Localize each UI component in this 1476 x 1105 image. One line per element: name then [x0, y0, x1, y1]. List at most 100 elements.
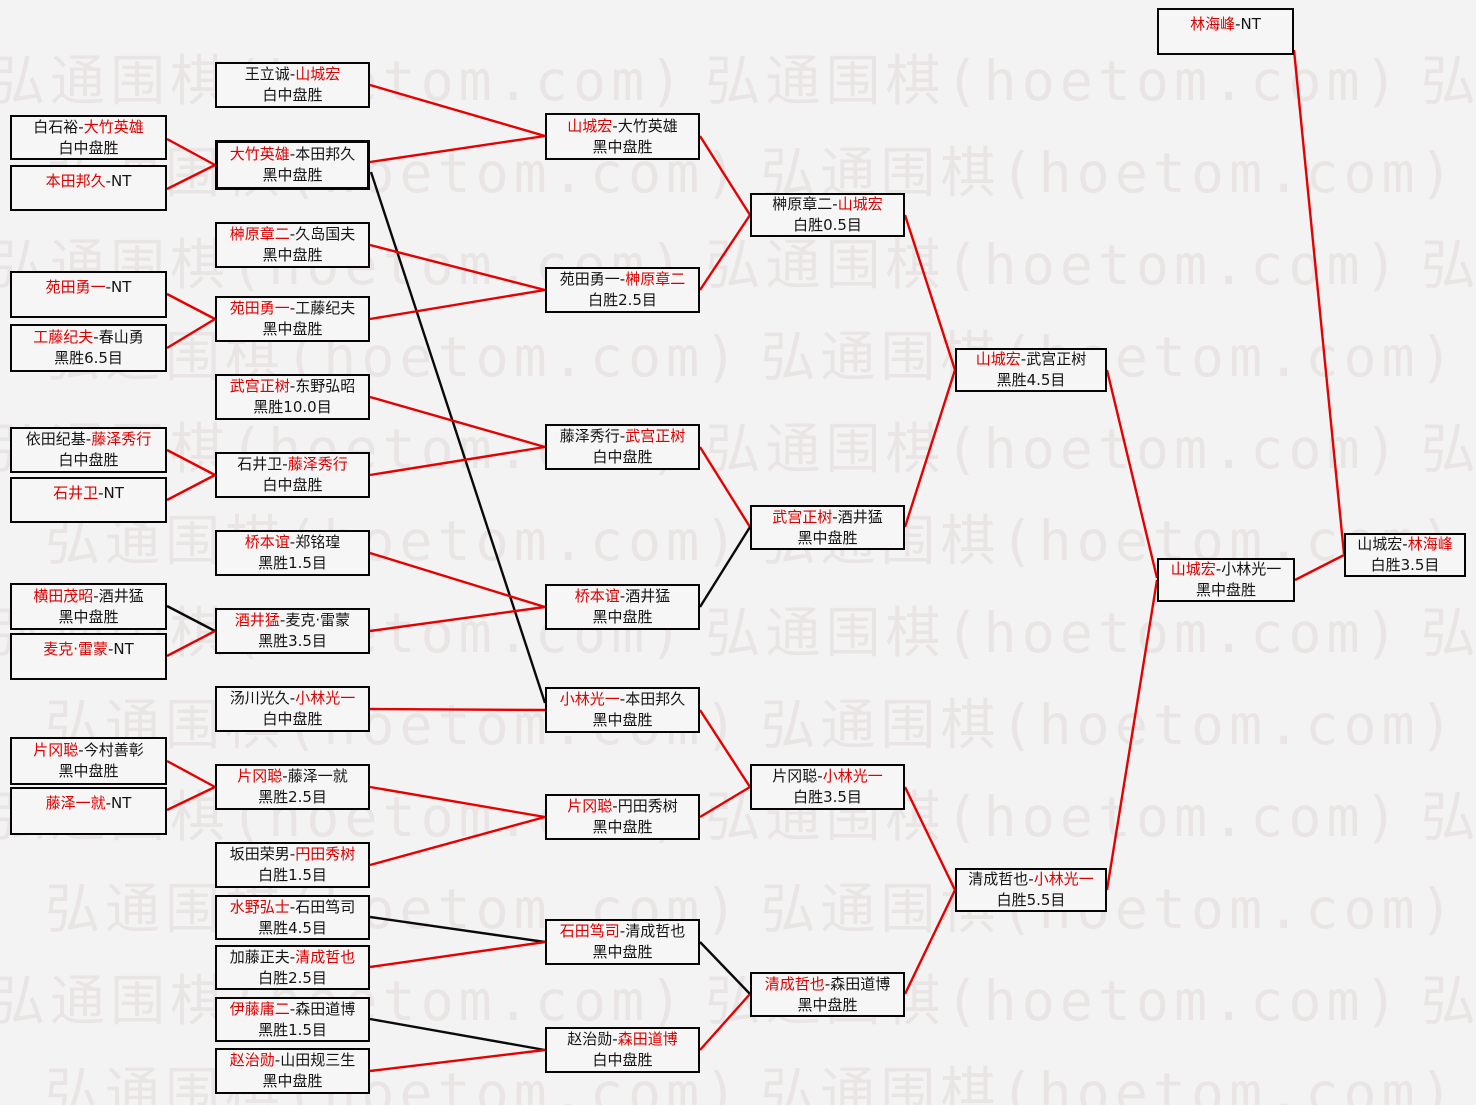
match-players: 石田笃司-清成哲也	[560, 921, 685, 942]
winner-name: 武宫正树	[229, 377, 290, 395]
player-name: -郑铭瑝	[289, 533, 341, 551]
player-name: 白石裕-	[33, 117, 84, 136]
winner-name: 林海峰	[1190, 15, 1236, 33]
match-players: 山城宏-小林光一	[1171, 559, 1281, 580]
watermark-text: 弘通围棋(hoetom.com)	[760, 693, 1457, 757]
player-name: -酒井猛	[619, 587, 671, 605]
match-box: 苑田勇一-NT	[10, 271, 167, 318]
connector-red	[1292, 49, 1346, 555]
player-name: 苑田勇一-	[559, 270, 626, 288]
match-players: 山城宏-武宫正树	[976, 349, 1086, 370]
match-players: 藤泽一就-NT	[46, 793, 132, 814]
match-players: 依田纪基-藤泽秀行	[26, 429, 151, 450]
match-players: 苑田勇一-NT	[46, 277, 132, 298]
winner-name: 林海峰	[1407, 535, 1453, 553]
match-players: 横田茂昭-酒井猛	[33, 586, 143, 607]
connector-red	[166, 759, 216, 789]
connector-red	[166, 473, 216, 502]
player-name: 王立诚-	[244, 65, 296, 83]
winner-name: 酒井猛	[234, 611, 280, 629]
match-players: 桥本谊-郑铭瑝	[245, 532, 340, 553]
winner-name: 大竹英雄	[229, 145, 290, 163]
player-name: 坂田荣男-	[229, 845, 296, 863]
player-name: -円田秀树	[612, 797, 678, 815]
match-players: 小林光一-本田邦久	[560, 689, 685, 710]
match-box: 藤泽一就-NT	[10, 787, 167, 835]
match-players: 片冈聪-小林光一	[772, 766, 882, 787]
match-box: 片冈聪-円田秀树 黑中盘胜	[545, 794, 700, 840]
winner-name: 藤泽一就	[45, 794, 106, 812]
winner-name: 榊原章二	[229, 225, 290, 243]
match-result: 黑中盘胜	[592, 137, 653, 156]
connector-red	[903, 889, 957, 995]
match-result: 黑胜1.5目	[258, 554, 327, 572]
match-players: 酒井猛-麦克·雷蒙	[235, 610, 350, 631]
match-players: 加藤正夫-清成哲也	[230, 947, 355, 968]
winner-name: 苑田勇一	[45, 278, 106, 296]
winner-name: 森田道博	[617, 1030, 678, 1048]
player-name: 赵治勋-	[567, 1030, 618, 1048]
player-name: -NT	[107, 640, 134, 658]
match-result: 黑中盘胜	[1195, 581, 1256, 599]
match-box: 武宫正树-东野弘昭 黑胜10.0目	[215, 374, 370, 420]
player-name: -武宫正树	[1020, 350, 1087, 368]
connector-red	[166, 785, 216, 812]
match-box: 榊原章二-久岛国夫 黑中盘胜	[215, 222, 370, 268]
match-box: 桥本谊-郑铭瑝 黑胜1.5目	[215, 530, 370, 576]
connector-red	[369, 815, 546, 867]
player-name: 石井卫-	[237, 455, 288, 473]
connector-red	[166, 163, 216, 191]
connector-red	[369, 288, 546, 321]
match-box: 水野弘士-石田笃司 黑胜4.5目	[215, 895, 370, 940]
match-box: 榊原章二-山城宏 白胜0.5目	[750, 193, 905, 237]
connector-black	[369, 915, 546, 944]
connector-red	[1105, 369, 1159, 579]
match-box: 桥本谊-酒井猛 黑中盘胜	[545, 584, 700, 630]
player-name: -春山勇	[93, 328, 144, 346]
match-result: 黑中盘胜	[58, 762, 119, 780]
match-result: 黑中盘胜	[592, 818, 653, 836]
winner-name: 横田茂昭	[33, 586, 94, 605]
connector-red	[369, 785, 546, 819]
match-players: 工藤纪夫-春山勇	[33, 327, 143, 348]
connector-red	[166, 317, 216, 350]
match-players: 石井卫-藤泽秀行	[237, 454, 347, 475]
player-name: -NT	[98, 484, 124, 502]
match-result: 白胜5.5目	[996, 891, 1066, 909]
connector-red	[699, 214, 751, 291]
winner-name: 大竹英雄	[83, 117, 144, 136]
watermark-text: 弘通围棋(hoetom.com)	[1421, 601, 1476, 665]
match-players: 林海峰-NT	[1190, 14, 1261, 35]
winner-name: 苑田勇一	[229, 299, 290, 317]
match-players: 山城宏-林海峰	[1357, 534, 1452, 555]
match-box: 工藤纪夫-春山勇 黑胜6.5目	[10, 324, 167, 372]
match-result: 黑中盘胜	[797, 995, 858, 1014]
match-players: 藤泽秀行-武宫正树	[560, 426, 685, 447]
winner-name: 榊原章二	[625, 270, 686, 288]
connector-red	[166, 292, 216, 321]
match-result: 黑胜4.5目	[258, 918, 327, 937]
match-players: 苑田勇一-工藤纪夫	[230, 298, 355, 319]
player-name: -NT	[105, 794, 132, 812]
match-players: 王立诚-山城宏	[245, 64, 340, 85]
watermark-text: 弘通围棋(hoetom.com)	[705, 49, 1403, 113]
match-box: 片冈聪-藤泽一就 黑胜2.5目	[215, 764, 370, 810]
player-name: 汤川光久-	[229, 689, 296, 707]
watermark-text: 弘通围棋(hoetom.com)	[760, 1061, 1457, 1105]
player-name: -麦克·雷蒙	[279, 611, 351, 629]
match-result: 白中盘胜	[58, 138, 119, 157]
match-box: 麦克·雷蒙-NT	[10, 633, 167, 680]
match-box: 山城宏-大竹英雄 黑中盘胜	[545, 113, 700, 160]
match-result: 黑中盘胜	[797, 528, 858, 547]
match-result: 黑中盘胜	[262, 320, 323, 338]
player-name: 清成哲也-	[968, 870, 1034, 888]
winner-name: 赵治勋	[229, 1051, 275, 1069]
watermark-text: 弘通围棋(hoetom.com)	[705, 601, 1402, 665]
match-box: 王立诚-山城宏 白中盘胜	[215, 62, 370, 108]
player-name: -酒井猛	[93, 586, 144, 605]
winner-name: 石田笃司	[559, 922, 620, 940]
match-box: 赵治勋-森田道博 白中盘胜	[545, 1027, 700, 1073]
watermark-row: 弘通围棋(hoetom.com)弘通围棋(hoetom.com)弘通围棋(hoe…	[0, 36, 1476, 116]
match-result: 白胜2.5目	[588, 291, 657, 309]
winner-name: 片冈聪	[33, 741, 79, 759]
